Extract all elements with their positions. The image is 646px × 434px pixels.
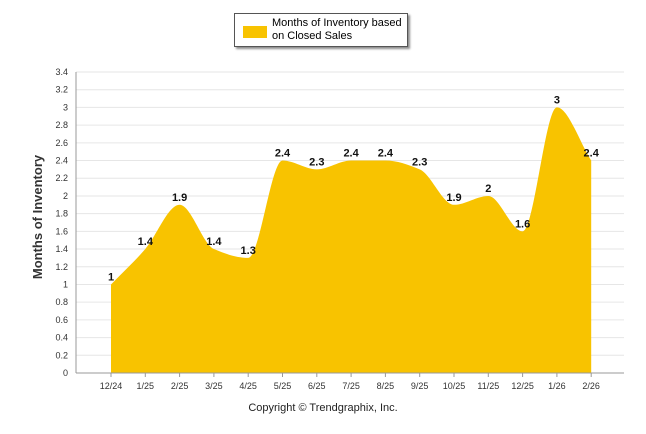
x-tick-label: 8/25 [377, 381, 395, 391]
x-tick-label: 4/25 [239, 381, 257, 391]
y-tick-label: 0.2 [55, 350, 68, 360]
x-tick-label: 9/25 [411, 381, 429, 391]
x-tick-label: 6/25 [308, 381, 326, 391]
y-tick-label: 0.4 [55, 333, 68, 343]
data-label: 1.4 [138, 236, 154, 248]
y-tick-label: 3.2 [55, 85, 68, 95]
x-tick-label: 2/25 [171, 381, 189, 391]
y-tick-label: 0.8 [55, 297, 68, 307]
y-tick-label: 3 [63, 102, 68, 112]
data-label: 3 [554, 94, 560, 106]
x-tick-label: 12/24 [100, 381, 123, 391]
y-tick-label: 1.6 [55, 226, 68, 236]
data-label: 2.3 [309, 156, 324, 168]
y-tick-label: 3.4 [55, 67, 68, 77]
y-tick-label: 2.8 [55, 120, 68, 130]
data-label: 2.4 [584, 148, 600, 160]
legend-swatch [243, 26, 267, 38]
y-tick-label: 2.6 [55, 138, 68, 148]
copyright: Copyright © Trendgraphix, Inc. [248, 402, 398, 414]
data-label: 1.4 [206, 236, 222, 248]
data-label: 1.9 [446, 192, 461, 204]
x-tick-label: 1/26 [548, 381, 566, 391]
x-tick-label: 7/25 [342, 381, 360, 391]
area-layer [110, 107, 592, 373]
x-tick-label: 11/25 [477, 381, 499, 391]
x-tick-label: 10/25 [443, 381, 466, 391]
y-tick-label: 0.6 [55, 315, 68, 325]
area-series [111, 107, 592, 373]
data-label: 1 [108, 271, 114, 283]
y-tick-label: 1.8 [55, 209, 68, 219]
axes [75, 72, 624, 377]
x-tick-label: 3/25 [205, 381, 223, 391]
x-tick-label: 2/26 [582, 381, 600, 391]
data-label: 2.4 [275, 148, 291, 160]
data-label: 2.3 [412, 156, 427, 168]
legend: Months of Inventory based on Closed Sale… [234, 13, 408, 47]
y-tick-label: 1.2 [55, 262, 68, 272]
data-label: 1.6 [515, 218, 530, 230]
x-tick-label: 5/25 [274, 381, 292, 391]
y-tick-label: 1 [63, 279, 68, 289]
legend-label: Months of Inventory based on Closed Sale… [272, 17, 402, 42]
y-tick-label: 1.4 [55, 244, 68, 254]
data-label: 2.4 [343, 148, 359, 160]
y-tick-label: 2.4 [55, 156, 68, 166]
y-tick-label: 2.2 [55, 173, 68, 183]
y-tick-labels: 0 0.2 0.4 0.6 0.8 1 1.2 1.4 1.6 1.8 2 2.2 2.4 2.6 2.8 3… [55, 67, 68, 378]
y-tick-label: 2 [63, 191, 68, 201]
data-labels: 1 1.4 1.9 1.4 1.3 2.4 2.3 2.4 2.4 2.3 1.9 2 1.6 3 2.4 [108, 94, 600, 283]
y-axis-label: Months of Inventory [30, 154, 45, 279]
data-label: 1.3 [241, 245, 256, 257]
x-tick-labels: 12/24 1/25 2/25 3/25 4/25 5/25 6/25 7/25 8/25 9/2… [100, 381, 600, 391]
data-label: 1.9 [172, 192, 187, 204]
y-tick-label: 0 [63, 368, 68, 378]
x-tick-label: 12/25 [511, 381, 534, 391]
x-tick-label: 1/25 [137, 381, 155, 391]
data-label: 2 [485, 183, 491, 195]
data-label: 2.4 [378, 148, 394, 160]
